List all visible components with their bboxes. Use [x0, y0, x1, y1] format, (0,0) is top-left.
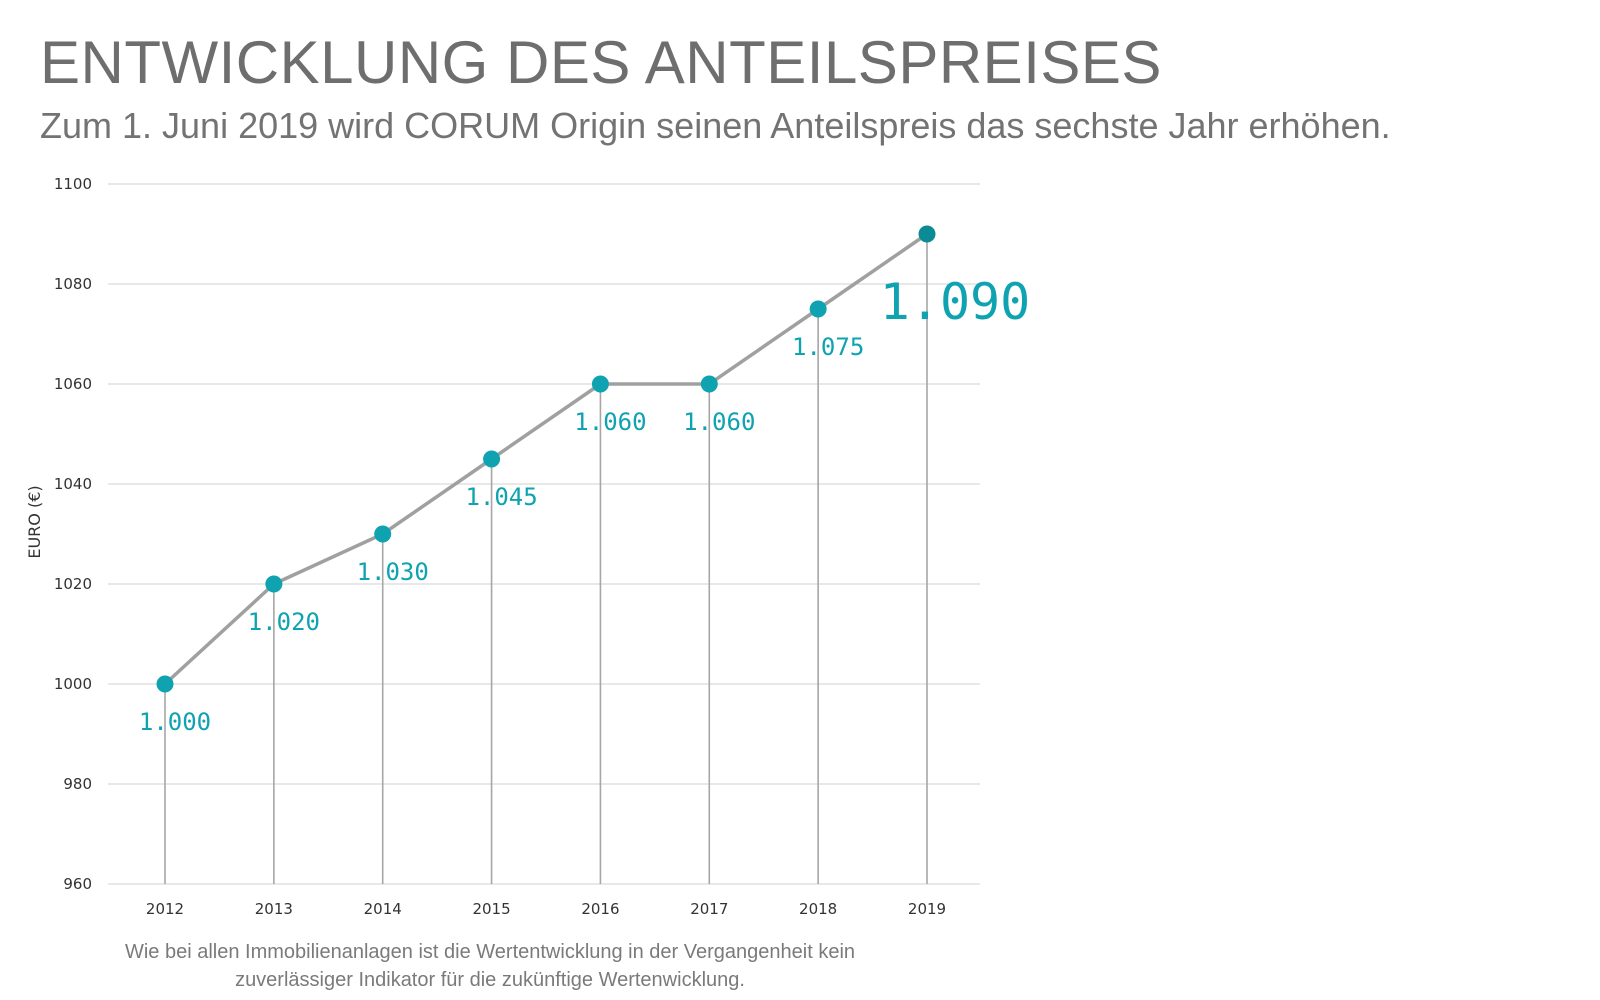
x-tick-label: 2017 [690, 900, 728, 918]
page-subtitle: Zum 1. Juni 2019 wird CORUM Origin seine… [40, 105, 1391, 146]
data-label-2018: 1.075 [792, 333, 864, 361]
y-tick-label: 1000 [54, 675, 92, 693]
x-tick-label: 2013 [255, 900, 293, 918]
y-axis-title: EURO (€) [25, 485, 44, 558]
x-tick-label: 2015 [472, 900, 510, 918]
data-label-2015: 1.045 [465, 483, 537, 511]
data-point-2018 [809, 300, 827, 318]
data-label-2016: 1.060 [574, 408, 646, 436]
data-point-2013 [265, 575, 283, 593]
data-points [156, 225, 936, 693]
page-title: ENTWICKLUNG DES ANTEILSPREISES [40, 29, 1162, 96]
disclaimer-footnote: Wie bei allen Immobilienanlagen ist die … [40, 938, 940, 994]
data-label-2014: 1.030 [357, 558, 429, 586]
data-point-2016 [591, 375, 609, 393]
data-point-2014 [374, 525, 392, 543]
y-tick-label: 1060 [54, 375, 92, 393]
y-tick-label: 960 [63, 875, 92, 893]
y-tick-label: 1040 [54, 475, 92, 493]
footnote-line-1: Wie bei allen Immobilienanlagen ist die … [124, 941, 856, 963]
x-axis-ticks: 2012 2013 2014 2015 2016 2017 2018 2019 [146, 900, 946, 918]
y-axis-ticks: 960 980 1000 1020 1040 1060 1080 1100 [54, 175, 92, 893]
drop-lines [164, 234, 928, 884]
x-tick-label: 2016 [581, 900, 619, 918]
series-line [163, 232, 928, 686]
data-label-2012: 1.000 [139, 708, 211, 736]
data-point-2019 [918, 225, 936, 243]
data-point-2015 [483, 450, 501, 468]
grid-lines [108, 183, 980, 885]
data-label-2017: 1.060 [683, 408, 755, 436]
y-tick-label: 980 [63, 775, 92, 793]
x-tick-label: 2012 [146, 900, 184, 918]
footnote-line-2: zuverlässiger Indikator für die zukünfti… [235, 969, 745, 991]
data-label-2019: 1.090 [880, 273, 1031, 331]
x-tick-label: 2018 [799, 900, 837, 918]
data-label-2013: 1.020 [248, 608, 320, 636]
y-tick-label: 1020 [54, 575, 92, 593]
x-tick-label: 2014 [364, 900, 402, 918]
y-tick-label: 1100 [54, 175, 92, 193]
price-series-line [163, 232, 928, 686]
data-labels: 1.000 1.020 1.030 1.045 1.060 1.060 1.075 1.090 [139, 273, 1030, 736]
data-point-2017 [700, 375, 718, 393]
x-tick-label: 2019 [908, 900, 946, 918]
y-tick-label: 1080 [54, 275, 92, 293]
data-point-2012 [156, 675, 174, 693]
